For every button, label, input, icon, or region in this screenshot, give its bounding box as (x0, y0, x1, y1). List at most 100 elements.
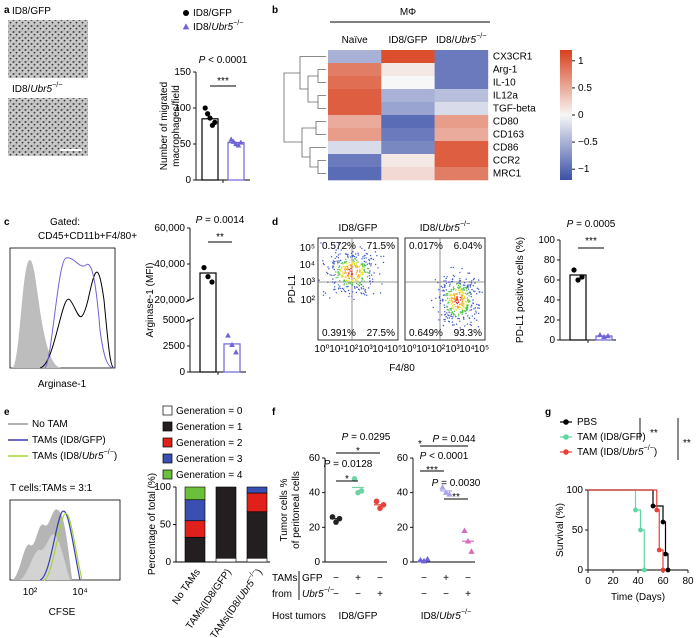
bar-segment (184, 536, 206, 563)
event-dot (355, 273, 357, 275)
event-dot (333, 268, 335, 271)
event-dot (344, 291, 347, 293)
event-dot (463, 309, 465, 312)
event-dot (446, 317, 449, 319)
event-dot (376, 255, 378, 257)
event-dot (476, 293, 478, 295)
significance: * (356, 446, 360, 457)
event-dot (337, 284, 339, 286)
data-point (663, 551, 668, 557)
event-dot (366, 294, 368, 296)
event-dot (362, 288, 365, 290)
colorbar-label: −1 (578, 164, 590, 175)
data-point (351, 476, 358, 482)
event-dot (448, 309, 450, 311)
legend-label: Generation = 0 (176, 406, 243, 417)
event-dot (361, 268, 363, 270)
event-dot (460, 311, 463, 314)
event-dot (453, 304, 455, 306)
event-dot (440, 285, 442, 288)
event-dot (327, 272, 329, 275)
event-dot (374, 263, 377, 266)
event-dot (461, 302, 463, 304)
event-dot (361, 280, 363, 282)
group-label: ID8/GFP (339, 611, 378, 622)
panel-label: g (545, 407, 551, 418)
legend-label: Generation = 4 (176, 470, 243, 481)
event-dot (454, 296, 456, 298)
event-dot (450, 266, 452, 269)
event-dot (338, 274, 340, 276)
y-axis-label: of peritoneal cells (291, 471, 302, 549)
event-dot (445, 299, 447, 301)
event-dot (462, 284, 465, 286)
event-dot (451, 296, 453, 299)
event-dot (363, 263, 366, 265)
event-dot (354, 258, 356, 260)
group-label: ID8/Ubr5−/− (421, 607, 471, 622)
event-dot (452, 298, 454, 300)
gate-label: CD45+CD11b+F4/80+ (38, 231, 137, 242)
event-dot (462, 289, 464, 291)
data-point (233, 349, 239, 355)
event-dot (473, 317, 476, 320)
condition-sign: − (421, 589, 427, 600)
event-dot (453, 294, 456, 296)
event-dot (468, 300, 471, 303)
heatmap-cell (381, 154, 435, 168)
heatmap-cell (434, 50, 489, 64)
condition-sign: − (421, 573, 427, 584)
event-dot (373, 272, 375, 274)
row-label: CD80 (493, 116, 519, 127)
image-label: ID8/Ubr5−/− (12, 80, 62, 95)
event-dot (360, 272, 362, 274)
survival-curve (588, 489, 669, 570)
event-dot (352, 254, 354, 257)
event-dot (452, 306, 454, 308)
event-dot (478, 312, 480, 315)
event-dot (456, 307, 459, 309)
event-dot (446, 308, 448, 311)
bar-segment (215, 486, 237, 559)
heatmap-cell (434, 128, 489, 142)
row-label: CD163 (493, 129, 525, 140)
event-dot (348, 262, 351, 264)
event-dot (341, 275, 343, 277)
event-dot (322, 294, 325, 296)
condition-sign: + (355, 573, 361, 584)
data-point (633, 507, 638, 513)
p-value: P = 0.0030 (432, 478, 481, 489)
event-dot (452, 288, 454, 291)
condition-sign: − (377, 573, 383, 584)
data-point (665, 567, 671, 573)
event-dot (362, 262, 364, 265)
event-dot (445, 294, 447, 297)
event-dot (467, 288, 470, 290)
event-dot (467, 306, 469, 309)
y-axis-label: Survival (%) (555, 503, 566, 557)
x-tick-label: 80 (682, 576, 694, 587)
event-dot (370, 263, 372, 265)
row-label: Ubr5−/− (302, 585, 334, 600)
event-dot (363, 264, 366, 267)
survival-curve (588, 489, 645, 570)
event-dot (470, 293, 472, 295)
event-dot (322, 260, 324, 262)
event-dot (359, 269, 362, 271)
event-dot (466, 323, 468, 325)
event-dot (342, 272, 344, 274)
event-dot (360, 284, 363, 286)
event-dot (335, 277, 337, 279)
event-dot (334, 257, 336, 259)
event-dot (338, 261, 340, 263)
event-dot (380, 255, 382, 258)
event-dot (464, 307, 467, 309)
event-dot (443, 284, 445, 286)
event-dot (357, 278, 359, 280)
event-dot (345, 253, 348, 255)
event-dot (337, 261, 339, 264)
legend-label: TAM (ID8/GFP) (577, 432, 646, 443)
y-axis-label: Arginase-1 (MFI) (145, 262, 156, 337)
event-dot (451, 321, 454, 323)
event-dot (357, 288, 360, 290)
